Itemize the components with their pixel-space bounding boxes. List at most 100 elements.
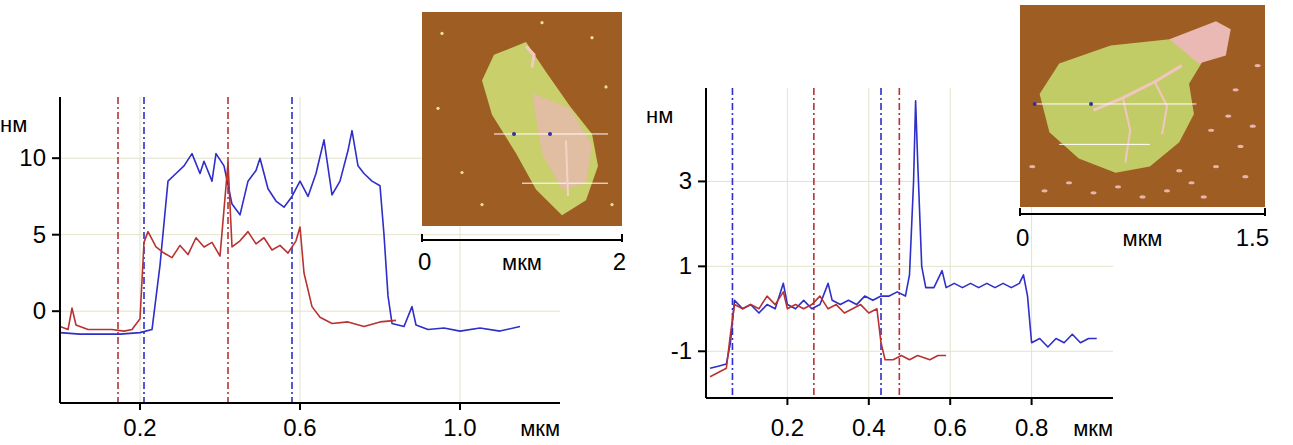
- inset-tick-label: 1.5: [1236, 224, 1269, 251]
- y-axis-title: нм: [0, 112, 27, 137]
- cursor: [899, 88, 901, 398]
- particle: [540, 21, 543, 24]
- x-tick-label: 0.2: [123, 414, 156, 441]
- flake-crack: [566, 140, 568, 196]
- x-tick-label: 0.6: [283, 414, 316, 441]
- flake: [482, 42, 598, 215]
- particle: [1164, 189, 1170, 192]
- particle: [480, 203, 483, 206]
- flake-fold: [526, 46, 534, 67]
- particle: [1042, 189, 1048, 192]
- particle: [1029, 165, 1035, 168]
- inset-gap: [1016, 210, 1269, 211]
- profile-line: [522, 183, 608, 184]
- y-tick: [698, 265, 706, 267]
- cursor: [117, 97, 119, 403]
- profile-line: [1059, 144, 1150, 145]
- x-axis-title: мкм: [520, 416, 560, 441]
- inset-scale-axis: [422, 239, 622, 241]
- profile-cursor: [1089, 102, 1093, 106]
- grid-line: [300, 97, 301, 403]
- y-tick-label: -1: [671, 337, 692, 364]
- inset-tick: [621, 234, 623, 242]
- particle: [1066, 181, 1072, 184]
- y-tick: [698, 350, 706, 352]
- flake-crack: [1094, 66, 1182, 110]
- inset-tick-label: 2: [613, 248, 626, 275]
- cursor: [880, 88, 882, 398]
- x-axis: [706, 397, 1113, 399]
- grid-line: [706, 351, 1113, 352]
- x-axis: [60, 402, 560, 404]
- background: [0, 0, 1293, 445]
- x-tick-label: 0.8: [1015, 414, 1048, 441]
- profile-line-series: [60, 163, 396, 331]
- inset-tick-label: 0: [418, 248, 431, 275]
- grid-line: [60, 234, 560, 235]
- y-tick-label: 3: [679, 167, 692, 194]
- afm-image-shade: [422, 12, 622, 226]
- flake-crack: [1123, 98, 1130, 163]
- profile-line: [1035, 103, 1197, 104]
- cursor: [227, 97, 229, 403]
- flake-crack: [1155, 82, 1167, 135]
- particle: [1115, 185, 1121, 188]
- particle: [1233, 88, 1239, 91]
- y-axis: [59, 97, 61, 403]
- particle: [1213, 165, 1219, 168]
- x-tick-label: 0.6: [934, 414, 967, 441]
- x-tick: [459, 403, 461, 410]
- y-tick: [52, 157, 60, 159]
- x-tick-label: 0.4: [852, 414, 885, 441]
- y-tick: [698, 180, 706, 182]
- particle: [610, 203, 613, 206]
- y-axis-title: нм: [646, 103, 673, 128]
- y-tick-label: 0: [33, 297, 46, 324]
- x-tick: [949, 398, 951, 405]
- particle: [1201, 195, 1207, 198]
- particle: [1242, 175, 1248, 178]
- particle: [1176, 169, 1182, 172]
- y-tick-label: 5: [33, 221, 46, 248]
- x-tick: [1031, 398, 1033, 405]
- flake-fold: [1169, 21, 1230, 63]
- grid-line: [140, 97, 141, 403]
- profile-cursor: [512, 132, 516, 136]
- cursor: [291, 97, 293, 403]
- particle: [440, 32, 443, 35]
- cursor: [813, 88, 815, 398]
- grid-line: [60, 311, 560, 312]
- particle: [1238, 145, 1244, 148]
- afm-image: [422, 12, 622, 226]
- particle: [1140, 195, 1146, 198]
- y-tick-label: 10: [19, 144, 46, 171]
- inset-tick-label: 0: [1016, 224, 1029, 251]
- x-axis-title: мкм: [1073, 416, 1113, 441]
- inset-gap: [418, 236, 626, 237]
- profile-cursor: [548, 132, 552, 136]
- y-tick-label: 1: [679, 252, 692, 279]
- inset-axis-title: мкм: [1123, 226, 1163, 251]
- inset-tick: [1264, 208, 1266, 216]
- inset-axis-title: мкм: [502, 250, 542, 275]
- inset-tick: [421, 234, 423, 242]
- inset: 0 2 мкм: [418, 12, 626, 275]
- flake-layer: [532, 93, 592, 189]
- figure: 05100.20.61.0мкмнм02мкм-1130.20.40.60.8м…: [0, 0, 1293, 445]
- profile-line-series: [710, 292, 946, 377]
- particle: [1091, 191, 1097, 194]
- afm-image: [1020, 5, 1265, 207]
- inset: 0 1.5 мкм: [1016, 5, 1269, 251]
- x-tick: [786, 398, 788, 405]
- y-tick: [52, 234, 60, 236]
- particle: [590, 36, 593, 39]
- particle: [1189, 181, 1195, 184]
- particle: [1255, 64, 1261, 67]
- particle: [460, 171, 463, 174]
- particle: [1225, 115, 1231, 118]
- particle: [436, 107, 439, 110]
- profile-cursor: [1033, 102, 1037, 106]
- particle: [1250, 125, 1256, 128]
- inset-tick: [1019, 208, 1021, 216]
- particle: [1208, 129, 1214, 132]
